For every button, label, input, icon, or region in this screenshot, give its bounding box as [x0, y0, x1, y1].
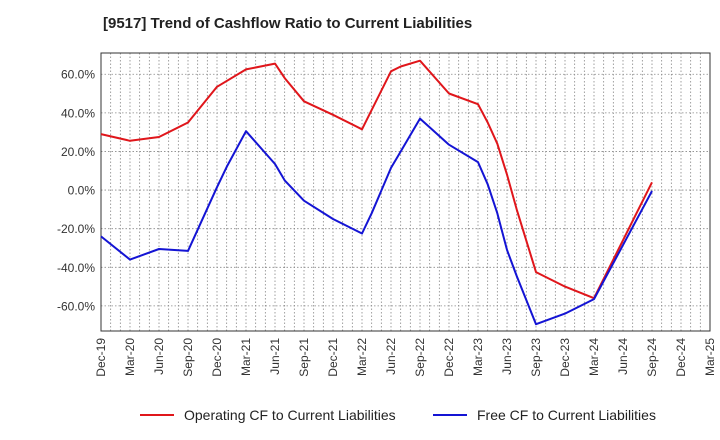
x-tick-label: Mar-20: [123, 338, 137, 376]
y-tick-label: -40.0%: [57, 261, 95, 275]
x-tick-label: Jun-24: [616, 338, 630, 375]
x-tick-label: Jun-22: [384, 338, 398, 375]
plot-frame: [100, 52, 711, 332]
x-tick-label: Sep-20: [181, 338, 195, 377]
x-tick-label: Sep-21: [297, 338, 311, 377]
y-tick-label: 20.0%: [61, 145, 95, 159]
legend-item-free: Free CF to Current Liabilities: [433, 404, 656, 426]
x-tick-label: Sep-24: [645, 338, 659, 377]
x-tick-label: Dec-20: [210, 338, 224, 377]
chart-legend: Operating CF to Current Liabilities Free…: [0, 404, 720, 426]
chart-title: [9517] Trend of Cashflow Ratio to Curren…: [103, 15, 473, 32]
chart-plot: 60.0% 40.0% 20.0% 0.0% -20.0% -40.0% -60.0% Dec…: [57, 52, 717, 377]
x-tick-label: Mar-22: [355, 338, 369, 376]
x-tick-label: Jun-21: [268, 338, 282, 375]
legend-item-operating: Operating CF to Current Liabilities: [140, 404, 396, 426]
x-tick-label: Dec-22: [442, 338, 456, 377]
x-tick-label: Sep-23: [529, 338, 543, 377]
x-tick-label: Dec-23: [558, 338, 572, 377]
y-tick-label: 0.0%: [68, 184, 96, 198]
y-tick-label: 60.0%: [61, 68, 95, 82]
x-tick-label: Sep-22: [413, 338, 427, 377]
x-tick-label: Mar-25: [703, 338, 717, 376]
legend-swatch-free: [433, 414, 467, 416]
legend-label-operating: Operating CF to Current Liabilities: [184, 407, 396, 423]
series-line: [100, 59, 653, 300]
x-tick-label: Dec-19: [94, 338, 108, 377]
legend-label-free: Free CF to Current Liabilities: [477, 407, 656, 423]
y-tick-label: -20.0%: [57, 222, 95, 236]
legend-swatch-operating: [140, 414, 174, 416]
x-tick-label: Mar-23: [471, 338, 485, 376]
series-line: [100, 117, 653, 326]
x-tick-label: Dec-21: [326, 338, 340, 377]
y-tick-label: -60.0%: [57, 299, 95, 313]
x-tick-label: Dec-24: [674, 338, 688, 377]
x-tick-label: Jun-23: [500, 338, 514, 375]
x-tick-label: Jun-20: [152, 338, 166, 375]
x-tick-label: Mar-24: [587, 338, 601, 376]
y-tick-label: 40.0%: [61, 106, 95, 120]
x-tick-label: Mar-21: [239, 338, 253, 376]
